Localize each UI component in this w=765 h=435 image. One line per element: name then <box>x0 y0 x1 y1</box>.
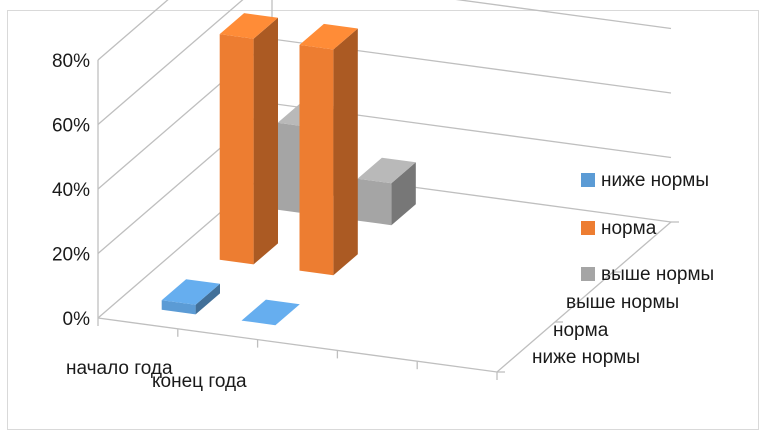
bar-выше-нормы-1 <box>357 157 416 226</box>
legend-label: ниже нормы <box>601 170 709 191</box>
bar-front <box>161 300 196 315</box>
y-tick-label: 20% <box>52 245 90 266</box>
depth-label: норма <box>553 320 609 341</box>
legend-swatch <box>581 221 595 235</box>
depth-label: ниже нормы <box>532 347 640 368</box>
bar-норма-0 <box>219 13 278 265</box>
depth-label: выше нормы <box>566 292 679 313</box>
category-label: конец года <box>152 371 247 392</box>
gridline <box>97 0 169 61</box>
bar-front <box>357 178 392 226</box>
legend: ниже нормы норма выше нормы <box>581 170 714 285</box>
bar-top <box>357 157 416 184</box>
bar-top <box>219 13 278 39</box>
bar-ниже-нормы-0 <box>161 279 220 315</box>
bar-front <box>219 34 254 265</box>
bar-top <box>299 23 358 50</box>
bar-ниже-нормы-1 <box>241 299 300 326</box>
bar-top <box>161 279 220 305</box>
y-axis-ticks: 0% 20% 40% 60% 80% <box>52 51 90 330</box>
legend-swatch <box>581 267 595 281</box>
legend-label: норма <box>601 218 657 239</box>
y-tick-label: 80% <box>52 51 90 72</box>
bar-side <box>253 17 278 265</box>
y-tick-label: 0% <box>63 309 91 330</box>
y-tick-label: 40% <box>52 180 90 201</box>
bar-front <box>299 44 334 276</box>
legend-swatch <box>581 173 595 187</box>
bar-top <box>241 299 300 326</box>
bar-side <box>391 162 416 226</box>
bar-side <box>195 283 220 315</box>
gridline <box>97 0 672 125</box>
chart-bars <box>161 13 416 326</box>
depth-axis-labels: выше нормы норма ниже нормы <box>532 292 679 368</box>
category-label: начало года <box>66 358 173 379</box>
bar-side <box>333 28 358 276</box>
legend-label: выше нормы <box>601 264 714 285</box>
y-tick-label: 60% <box>52 116 90 137</box>
bar-норма-1 <box>299 23 358 276</box>
